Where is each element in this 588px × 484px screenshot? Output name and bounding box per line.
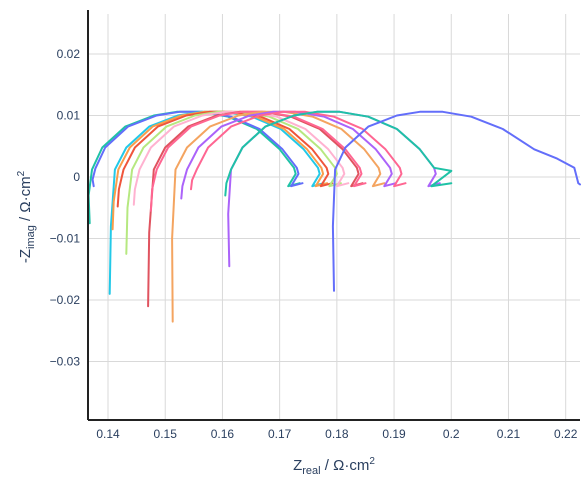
x-axis-title-sup: 2 [369,456,375,467]
x-axis-title-unit: / Ω·cm [321,457,370,474]
x-tick-label: 0.14 [96,427,120,441]
series-layer [87,110,581,323]
series-line-15 [331,110,581,292]
axes [87,10,580,421]
x-tick-label: 0.16 [211,427,235,441]
x-tick-label: 0.17 [268,427,292,441]
y-tick-label: −0.02 [50,293,81,307]
y-axis-title-unit: / Ω·cm [17,176,34,225]
x-tick-label: 0.18 [325,427,349,441]
x-axis-title: Zreal / Ω·cm2 [293,456,375,477]
x-tick-label: 0.15 [154,427,178,441]
x-axis-title-main: Z [293,457,302,474]
series-line-14 [224,110,453,197]
x-tick-label: 0.2 [443,427,460,441]
x-axis-title-sub: real [302,465,320,477]
y-axis-title-sub: imag [25,225,37,249]
y-tick-label: 0.01 [57,109,81,123]
series-line-12 [190,110,407,191]
tick-labels: 0.14 0.15 0.16 0.17 0.18 0.19 0.2 0.21 0.22 0.02 0… [50,47,578,441]
x-tick-label: 0.22 [554,427,578,441]
series-line-8 [147,110,364,308]
y-axis-title-main: -Z [17,249,34,263]
y-tick-label: 0 [73,170,80,184]
x-tick-label: 0.21 [497,427,521,441]
y-axis-title: -Zimag / Ω·cm2 [16,170,37,263]
x-tick-label: 0.19 [382,427,406,441]
y-tick-label: −0.03 [50,355,81,369]
y-tick-label: 0.02 [57,47,81,61]
y-axis-title-sup: 2 [16,170,27,176]
y-tick-label: −0.01 [50,232,81,246]
